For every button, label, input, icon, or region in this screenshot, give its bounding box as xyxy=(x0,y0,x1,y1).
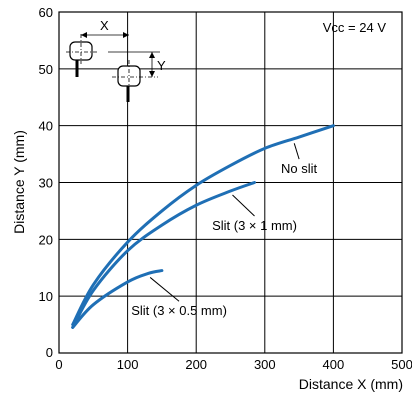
y-axis-label: Distance Y (mm) xyxy=(11,130,27,234)
sensor-position-diagram: X Y xyxy=(66,18,166,102)
series-line-2 xyxy=(71,181,257,329)
label-leader-line xyxy=(149,277,180,302)
emitter-sensor-icon xyxy=(69,41,93,61)
series-labels: No slit Slit (3 × 1 mm) Slit (3 × 0.5 mm) xyxy=(131,143,318,318)
label-leader-line xyxy=(293,143,300,160)
grid-lines xyxy=(59,12,402,353)
y-tick-label: 50 xyxy=(39,62,53,77)
inset-x-label: X xyxy=(100,18,109,33)
tick-labels: 0 100 200 300 400 500 10 20 30 40 50 60 0 xyxy=(39,5,412,372)
series-label-2: Slit (3 × 1 mm) xyxy=(212,218,297,233)
x-axis-label: Distance X (mm) xyxy=(299,376,403,392)
x-tick-label: 500 xyxy=(391,357,412,372)
x-tick-label: 400 xyxy=(323,357,345,372)
series-label-3: Slit (3 × 0.5 mm) xyxy=(131,303,227,318)
series-curves xyxy=(71,124,335,329)
x-tick-label: 200 xyxy=(185,357,207,372)
inset-y-label: Y xyxy=(157,58,166,73)
y-tick-label: 10 xyxy=(39,289,53,304)
x-tick-label: 300 xyxy=(254,357,276,372)
y-tick-label: 0 xyxy=(46,345,53,360)
supply-voltage-annotation: Vcc = 24 V xyxy=(323,20,387,35)
y-tick-label: 20 xyxy=(39,232,53,247)
y-tick-label: 30 xyxy=(39,176,53,191)
y-tick-label: 60 xyxy=(39,5,53,20)
label-leader-line xyxy=(232,194,255,217)
series-line-1 xyxy=(71,124,335,327)
series-label-1: No slit xyxy=(281,161,318,176)
x-tick-label: 0 xyxy=(55,357,62,372)
plot-frame xyxy=(58,11,403,354)
series-line-3 xyxy=(71,269,164,329)
x-tick-label: 100 xyxy=(117,357,139,372)
y-tick-label: 40 xyxy=(39,119,53,134)
